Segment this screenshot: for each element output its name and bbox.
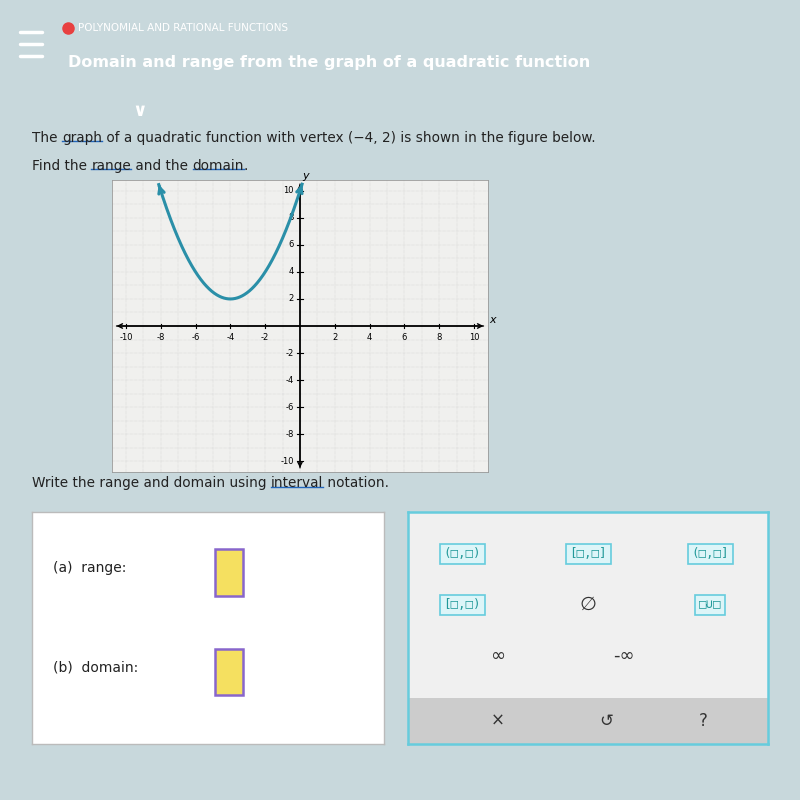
Text: POLYNOMIAL AND RATIONAL FUNCTIONS: POLYNOMIAL AND RATIONAL FUNCTIONS xyxy=(78,23,288,33)
Text: 8: 8 xyxy=(437,334,442,342)
Text: 6: 6 xyxy=(402,334,407,342)
Bar xyxy=(408,698,768,744)
Text: -10: -10 xyxy=(119,334,133,342)
Text: [□,□]: [□,□] xyxy=(570,547,606,560)
Text: ?: ? xyxy=(698,712,708,730)
Text: The: The xyxy=(32,131,62,146)
Text: x: x xyxy=(490,315,496,325)
Text: 2: 2 xyxy=(289,294,294,303)
Text: 8: 8 xyxy=(289,214,294,222)
Text: 2: 2 xyxy=(332,334,338,342)
Text: (□,□): (□,□) xyxy=(443,547,481,560)
Text: -∞: -∞ xyxy=(614,647,634,665)
Text: 4: 4 xyxy=(289,267,294,277)
Text: -4: -4 xyxy=(226,334,234,342)
Text: (a)  range:: (a) range: xyxy=(53,561,126,574)
Text: range: range xyxy=(91,159,131,174)
Text: .: . xyxy=(244,159,248,174)
Text: ↺: ↺ xyxy=(599,712,613,730)
Text: □∪□: □∪□ xyxy=(699,598,722,611)
Text: graph: graph xyxy=(62,131,102,146)
Text: -6: -6 xyxy=(286,402,294,412)
Text: -2: -2 xyxy=(286,349,294,358)
Text: and the: and the xyxy=(131,159,193,174)
Text: interval: interval xyxy=(271,476,323,490)
Text: ∞: ∞ xyxy=(490,647,506,665)
Text: y: y xyxy=(302,170,310,181)
Text: 10: 10 xyxy=(283,186,294,195)
Text: 10: 10 xyxy=(469,334,479,342)
Text: 6: 6 xyxy=(289,240,294,250)
Text: -2: -2 xyxy=(261,334,270,342)
Text: ∨: ∨ xyxy=(133,102,147,120)
Text: Find the: Find the xyxy=(32,159,91,174)
Text: Write the range and domain using: Write the range and domain using xyxy=(32,476,271,490)
Text: 4: 4 xyxy=(367,334,372,342)
Text: Domain and range from the graph of a quadratic function: Domain and range from the graph of a qua… xyxy=(68,54,590,70)
Bar xyxy=(215,649,243,695)
Text: -8: -8 xyxy=(157,334,165,342)
Text: -10: -10 xyxy=(281,457,294,466)
Text: ×: × xyxy=(491,712,505,730)
Text: -8: -8 xyxy=(286,430,294,438)
Text: domain: domain xyxy=(193,159,244,174)
Text: of a quadratic function with vertex (−4, 2) is shown in the figure below.: of a quadratic function with vertex (−4,… xyxy=(102,131,595,146)
Text: (b)  domain:: (b) domain: xyxy=(53,661,138,674)
Text: (□,□]: (□,□] xyxy=(692,547,729,560)
Text: -6: -6 xyxy=(191,334,200,342)
Text: notation.: notation. xyxy=(323,476,390,490)
Text: ∅: ∅ xyxy=(579,595,597,614)
Text: -4: -4 xyxy=(286,375,294,385)
Text: [□,□): [□,□) xyxy=(443,598,481,611)
Bar xyxy=(215,549,243,595)
